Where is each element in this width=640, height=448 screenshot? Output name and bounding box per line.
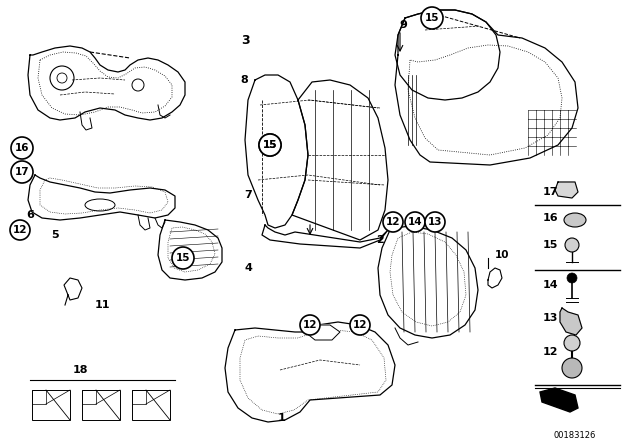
Text: 15: 15 xyxy=(176,253,190,263)
Circle shape xyxy=(259,134,281,156)
Text: 15: 15 xyxy=(543,240,558,250)
Bar xyxy=(132,390,170,420)
Text: 15: 15 xyxy=(263,140,277,150)
Polygon shape xyxy=(245,75,308,228)
Text: 1: 1 xyxy=(278,413,286,423)
Text: 13: 13 xyxy=(543,313,558,323)
Circle shape xyxy=(10,220,30,240)
Circle shape xyxy=(300,315,320,335)
Polygon shape xyxy=(64,278,82,300)
Bar xyxy=(32,390,70,420)
Text: 2: 2 xyxy=(376,235,384,245)
Text: 5: 5 xyxy=(51,230,59,240)
Ellipse shape xyxy=(564,213,586,227)
Circle shape xyxy=(562,358,582,378)
Text: 17: 17 xyxy=(15,167,29,177)
Text: 12: 12 xyxy=(543,347,559,357)
Text: 10: 10 xyxy=(495,250,509,260)
Bar xyxy=(132,390,146,404)
Polygon shape xyxy=(560,308,582,335)
Circle shape xyxy=(259,134,281,156)
Text: 12: 12 xyxy=(13,225,28,235)
Circle shape xyxy=(11,161,33,183)
Polygon shape xyxy=(378,226,478,338)
Circle shape xyxy=(425,212,445,232)
Bar xyxy=(82,390,120,420)
Circle shape xyxy=(11,137,33,159)
Circle shape xyxy=(405,212,425,232)
Text: 8: 8 xyxy=(240,75,248,85)
Text: 12: 12 xyxy=(303,320,317,330)
Circle shape xyxy=(172,247,194,269)
Polygon shape xyxy=(158,220,222,280)
Polygon shape xyxy=(540,388,578,412)
Text: 17: 17 xyxy=(543,187,559,197)
Polygon shape xyxy=(305,325,340,340)
Text: 15: 15 xyxy=(425,13,439,23)
Polygon shape xyxy=(292,80,388,240)
Text: 16: 16 xyxy=(543,213,559,223)
Text: 12: 12 xyxy=(386,217,400,227)
Polygon shape xyxy=(395,10,578,165)
Text: 15: 15 xyxy=(263,140,277,150)
Text: 9: 9 xyxy=(399,20,407,30)
Bar xyxy=(32,390,46,404)
Text: 13: 13 xyxy=(428,217,442,227)
Text: 7: 7 xyxy=(244,190,252,200)
Circle shape xyxy=(567,273,577,283)
Polygon shape xyxy=(262,225,388,248)
Text: 14: 14 xyxy=(543,280,559,290)
Circle shape xyxy=(350,315,370,335)
Polygon shape xyxy=(488,268,502,288)
Circle shape xyxy=(565,238,579,252)
Text: 00183126: 00183126 xyxy=(554,431,596,439)
Polygon shape xyxy=(555,182,578,198)
Polygon shape xyxy=(225,322,395,422)
Text: 16: 16 xyxy=(15,143,29,153)
Text: 12: 12 xyxy=(353,320,367,330)
Circle shape xyxy=(421,7,443,29)
Bar xyxy=(82,390,96,404)
Text: 11: 11 xyxy=(95,300,111,310)
Polygon shape xyxy=(28,175,175,220)
Circle shape xyxy=(564,335,580,351)
Polygon shape xyxy=(28,46,185,120)
Text: 18: 18 xyxy=(72,365,88,375)
Text: 6: 6 xyxy=(26,210,34,220)
Text: 4: 4 xyxy=(244,263,252,273)
Polygon shape xyxy=(395,10,500,100)
Text: 3: 3 xyxy=(241,34,250,47)
Circle shape xyxy=(383,212,403,232)
Text: 14: 14 xyxy=(408,217,422,227)
